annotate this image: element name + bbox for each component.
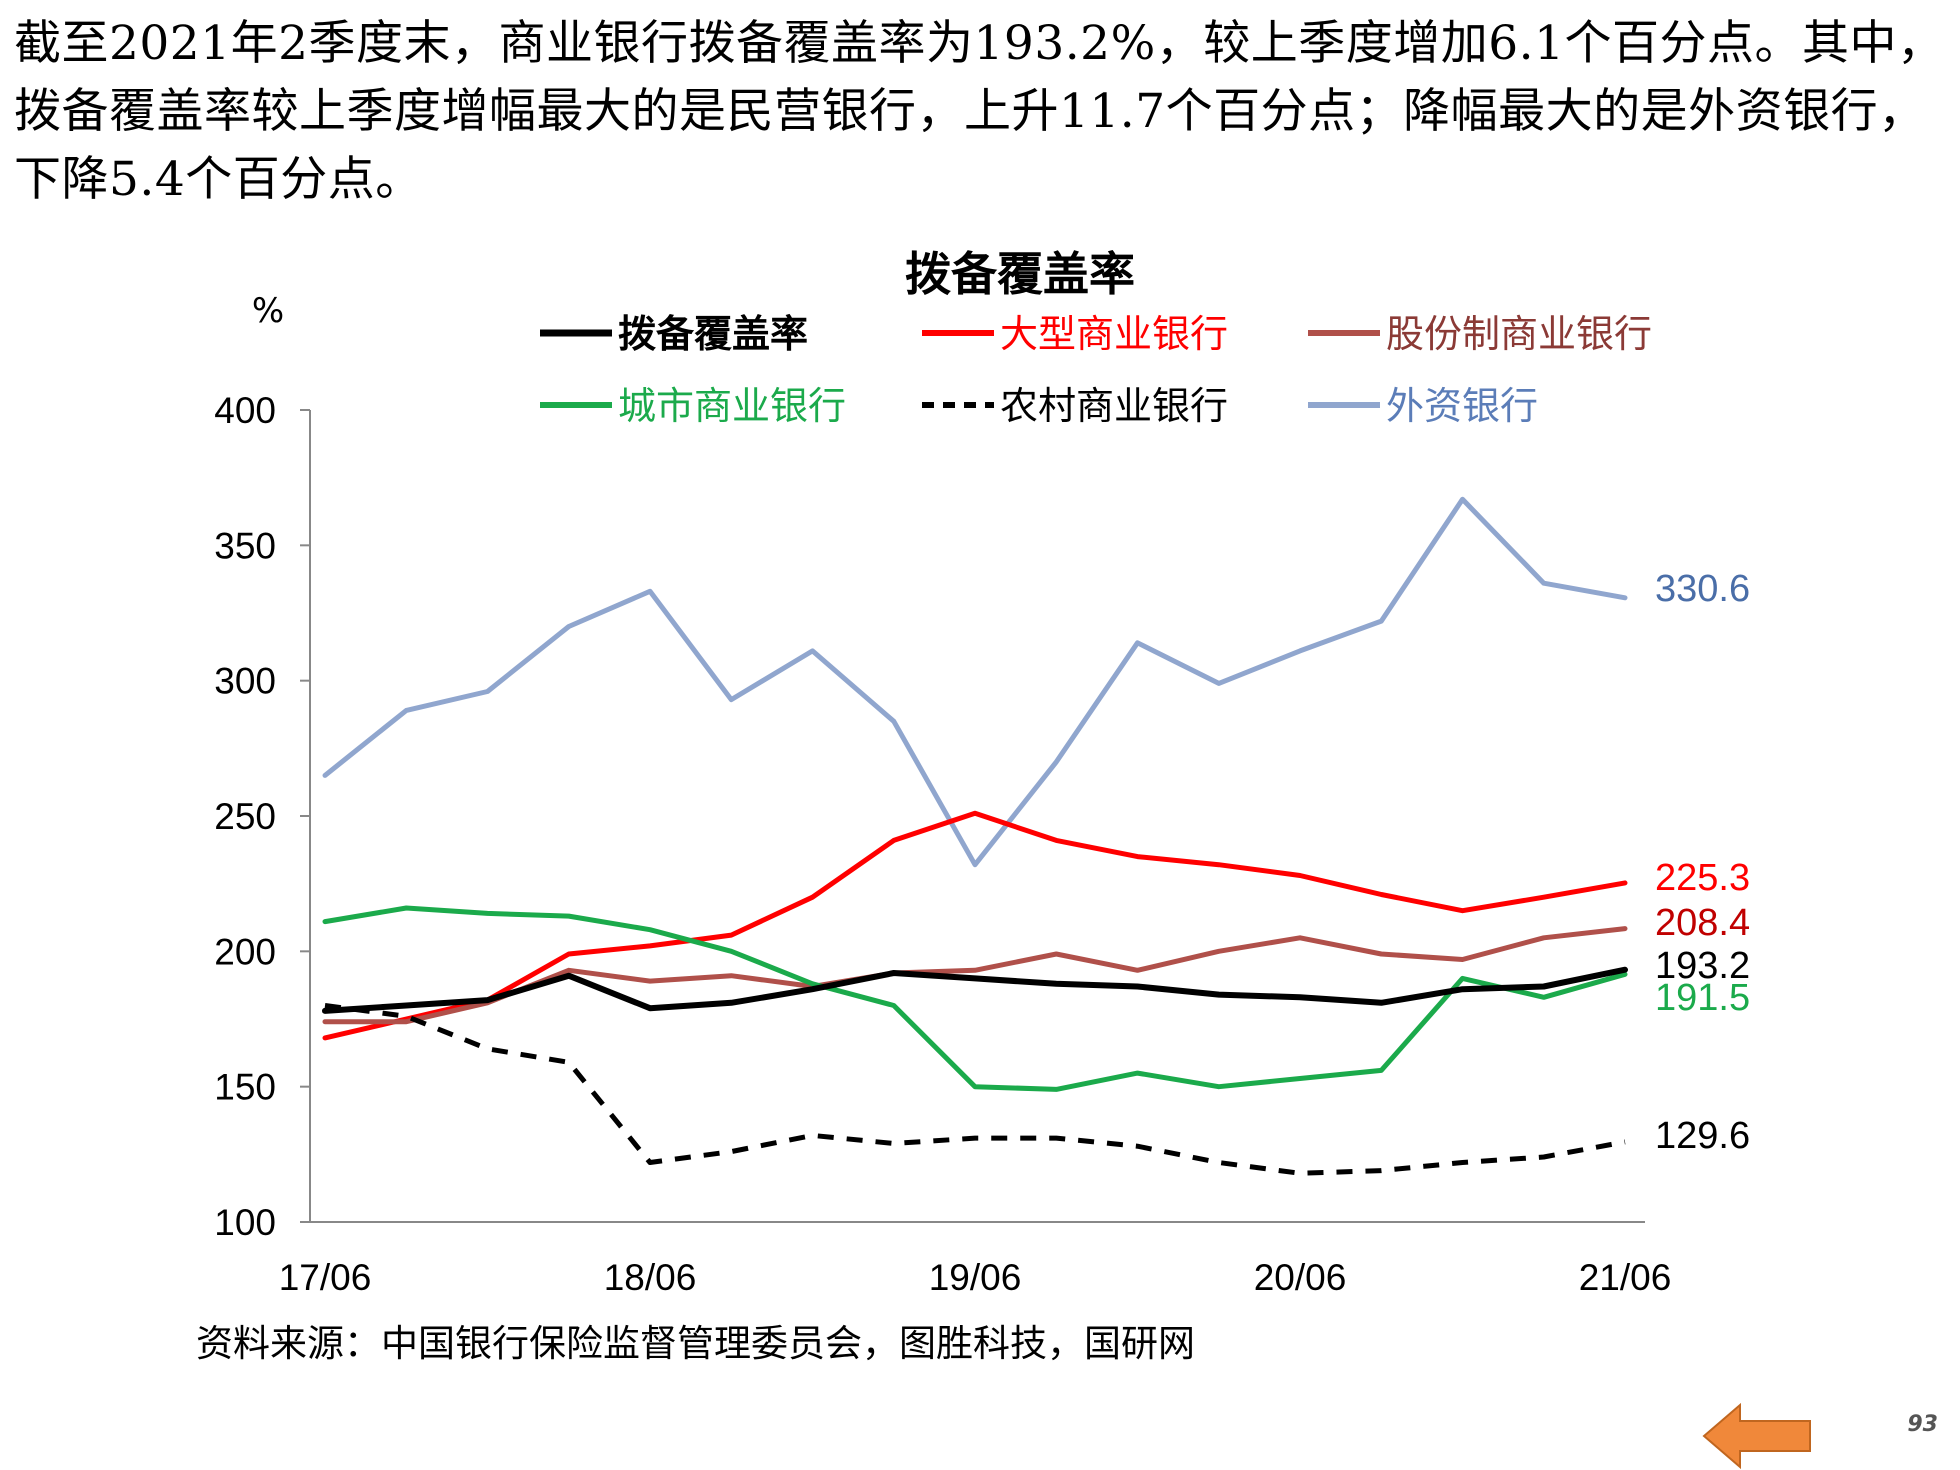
series-line-4 <box>324 1003 1626 1176</box>
y-axis-unit-label: % <box>252 291 284 331</box>
end-value-label: 330.6 <box>1655 568 1750 610</box>
legend-label: 外资银行 <box>1386 384 1538 428</box>
end-value-label: 208.4 <box>1655 902 1750 944</box>
page-number: 93 <box>1907 1412 1938 1437</box>
source-note: 资料来源：中国银行保险监督管理委员会，图胜科技，国研网 <box>196 1322 1195 1365</box>
intro-paragraph: 截至2021年2季度末，商业银行拨备覆盖率为193.2%，较上季度增加6.1个百… <box>14 16 1945 207</box>
chart-title: 拨备覆盖率 <box>905 247 1135 301</box>
end-value-label: 193.2 <box>1655 945 1750 987</box>
y-tick-label: 250 <box>214 796 276 837</box>
x-tick-label: 18/06 <box>604 1257 697 1298</box>
series-line-0 <box>322 966 1628 1014</box>
end-value-label: 225.3 <box>1655 857 1750 899</box>
left-arrow-icon[interactable] <box>1702 1402 1814 1470</box>
legend-label: 股份制商业银行 <box>1386 312 1652 356</box>
y-tick-label: 300 <box>214 661 276 702</box>
chart-axes: 100 150 200 250 300 350 400 17/06 18/06 19/06 20/0… <box>214 390 1671 1298</box>
series-line-1 <box>322 810 1628 1041</box>
series-layer <box>322 496 1628 1176</box>
series-line-3 <box>322 905 1628 1092</box>
y-tick-label: 200 <box>214 931 276 972</box>
x-tick-label: 17/06 <box>279 1257 372 1298</box>
y-tick-label: 350 <box>214 525 276 566</box>
legend-label: 农村商业银行 <box>1000 384 1228 428</box>
y-tick-label: 150 <box>214 1067 276 1108</box>
end-value-label: 191.5 <box>1655 977 1750 1019</box>
end-value-label: 129.6 <box>1655 1115 1750 1157</box>
y-tick-label: 100 <box>214 1202 276 1243</box>
y-tick-label: 400 <box>214 390 276 431</box>
x-tick-label: 21/06 <box>1579 1257 1672 1298</box>
series-line-5 <box>322 496 1628 868</box>
series-line-2 <box>322 926 1628 1025</box>
legend-label: 大型商业银行 <box>1000 312 1228 356</box>
legend-label: 城市商业银行 <box>618 384 846 428</box>
x-tick-label: 19/06 <box>929 1257 1022 1298</box>
x-tick-label: 20/06 <box>1254 1257 1347 1298</box>
legend-label: 拨备覆盖率 <box>618 312 808 356</box>
